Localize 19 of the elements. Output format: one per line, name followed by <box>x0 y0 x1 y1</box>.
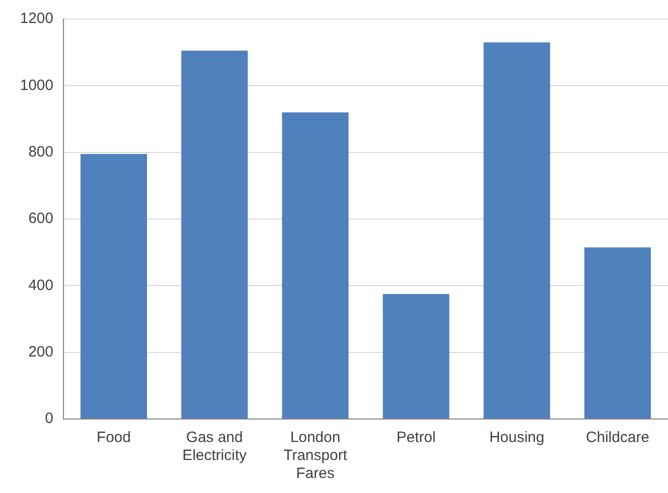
bar <box>80 154 148 418</box>
y-tick-label: 1000 <box>20 76 54 94</box>
bar <box>584 247 651 418</box>
bar <box>484 42 550 418</box>
y-tick-label: 1200 <box>20 10 54 28</box>
x-tick-label: Housing <box>489 429 544 446</box>
y-tick-label: 600 <box>28 210 54 228</box>
x-tick-label: Food <box>96 429 131 446</box>
bar <box>282 112 349 418</box>
x-tick-label: Childcare <box>586 429 650 446</box>
x-tick-label: London Transport Fares <box>283 429 348 482</box>
y-tick-label: 800 <box>28 143 54 160</box>
bar <box>181 50 248 418</box>
bar <box>382 294 450 418</box>
x-tick-label: Petrol <box>396 429 436 446</box>
y-tick-label: 0 <box>45 410 54 428</box>
y-tick-label: 200 <box>28 343 54 360</box>
x-tick-label: Gas and Electricity <box>182 429 248 464</box>
y-tick-label: 400 <box>28 276 54 294</box>
